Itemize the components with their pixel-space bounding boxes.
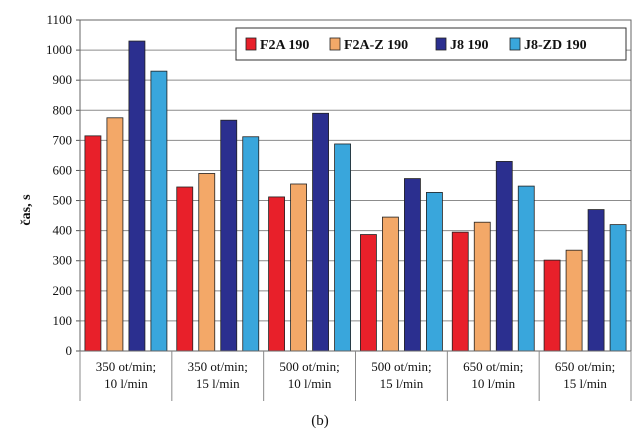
y-tick-label: 1000 [46,42,72,57]
y-tick-label: 0 [66,343,73,358]
bar-j8-190-1 [220,119,238,352]
bar-j8-190-4 [495,161,513,352]
y-tick-label: 600 [53,162,73,177]
legend-swatch [245,37,257,51]
bar-f2a-190-5 [543,259,561,352]
category-label: 15 l/min [380,376,424,391]
legend-label: F2A 190 [260,38,309,53]
category-label: 10 l/min [471,376,515,391]
category-label: 650 ot/min; [463,359,523,374]
bar-f2a-z-190-0 [106,117,124,352]
y-tick-label: 700 [53,132,73,147]
y-tick-label: 300 [53,253,73,268]
category-label: 350 ot/min; [96,359,156,374]
bar-f2a-z-190-4 [473,221,491,352]
legend-label: J8-ZD 190 [524,38,587,53]
legend-label: J8 190 [450,38,489,53]
category-label: 500 ot/min; [371,359,431,374]
category-label: 15 l/min [563,376,607,391]
category-label: 500 ot/min; [279,359,339,374]
bar-f2a-z-190-2 [290,183,307,352]
y-tick-label: 500 [53,193,73,208]
category-label: 15 l/min [196,376,240,391]
bars [84,40,627,352]
bar-f2a-190-4 [451,231,469,352]
bar-j8-zd-190-3 [426,192,443,352]
bar-j8-zd-190-5 [609,224,627,352]
bar-j8-zd-190-0 [150,70,168,352]
bar-f2a-190-2 [268,196,285,352]
legend: F2A 190 F2A-Z 190 J8 190 J8-ZD 190 [235,27,627,61]
category-label: 650 ot/min; [555,359,615,374]
y-tick-label: 400 [53,223,73,238]
y-tick-label: 100 [53,313,73,328]
category-label: 350 ot/min; [188,359,248,374]
legend-box [235,27,627,61]
bar-f2a-190-3 [360,234,377,352]
y-tick-label: 1100 [46,12,72,27]
bar-j8-zd-190-1 [242,136,260,352]
y-tick-labels: 0 100 200 300 400 500 600 700 800 900 1000 1100 [46,12,72,358]
category-label: 10 l/min [288,376,332,391]
category-label: 10 l/min [104,376,148,391]
y-axis-title: čas, s [19,194,34,226]
legend-label: F2A-Z 190 [344,38,408,53]
bar-j8-zd-190-2 [334,143,351,352]
y-tick-label: 900 [53,72,73,87]
legend-swatch [509,37,521,51]
y-tick-label: 200 [53,283,73,298]
axes [76,19,632,401]
legend-swatch [435,37,447,51]
category-labels: 350 ot/min; 10 l/min 350 ot/min; 15 l/min 50… [96,359,615,391]
y-tick-label: 800 [53,102,73,117]
bar-j8-zd-190-4 [517,185,535,352]
bar-f2a-z-190-1 [198,173,216,352]
bar-j8-190-5 [587,209,605,352]
bar-f2a-190-0 [84,135,102,352]
bar-f2a-z-190-3 [382,216,399,352]
figure-caption: (b) [311,413,329,429]
legend-swatch [329,37,341,51]
bar-j8-190-2 [312,112,329,352]
bar-j8-190-3 [404,178,421,352]
bar-j8-190-0 [128,40,146,352]
bar-f2a-z-190-5 [565,249,583,352]
bar-f2a-190-1 [176,186,194,352]
